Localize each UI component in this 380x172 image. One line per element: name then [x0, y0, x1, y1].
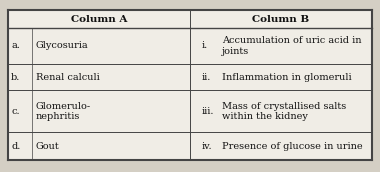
Text: Inflammation in glomeruli: Inflammation in glomeruli — [222, 73, 352, 82]
Text: Glycosuria: Glycosuria — [36, 41, 89, 51]
Text: d.: d. — [11, 142, 21, 151]
Text: Column B: Column B — [252, 14, 310, 24]
Text: c.: c. — [11, 107, 20, 116]
Text: i.: i. — [202, 41, 208, 51]
Text: Glomerulo-
nephritis: Glomerulo- nephritis — [36, 102, 91, 121]
Text: Mass of crystallised salts
within the kidney: Mass of crystallised salts within the ki… — [222, 102, 346, 121]
Text: ii.: ii. — [202, 73, 211, 82]
Text: Gout: Gout — [36, 142, 60, 151]
Text: iv.: iv. — [202, 142, 213, 151]
Text: Accumulation of uric acid in
joints: Accumulation of uric acid in joints — [222, 36, 361, 56]
Text: Renal calculi: Renal calculi — [36, 73, 100, 82]
Text: Presence of glucose in urine: Presence of glucose in urine — [222, 142, 363, 151]
Text: b.: b. — [11, 73, 21, 82]
Text: a.: a. — [11, 41, 20, 51]
Text: Column A: Column A — [71, 14, 127, 24]
Bar — [8, 10, 372, 160]
Text: iii.: iii. — [202, 107, 214, 116]
